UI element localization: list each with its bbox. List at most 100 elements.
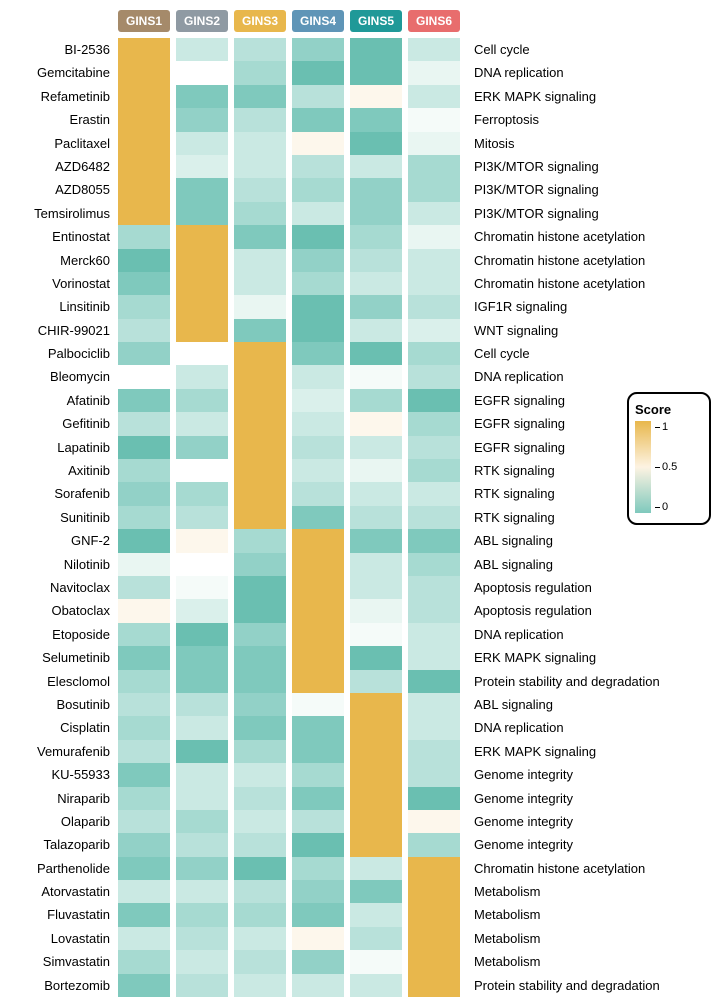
- heatmap-cell: [350, 787, 402, 810]
- heatmap-cell: [408, 85, 460, 108]
- pathway-label: Mitosis: [470, 132, 660, 155]
- heatmap-cell: [118, 857, 170, 880]
- heatmap-cell: [234, 132, 286, 155]
- pathway-label: Chromatin histone acetylation: [470, 857, 660, 880]
- heatmap-cell: [176, 38, 228, 61]
- heatmap-cell: [350, 482, 402, 505]
- heatmap-cell: [176, 459, 228, 482]
- heatmap-cell: [234, 646, 286, 669]
- drug-label: GNF-2: [0, 529, 114, 552]
- heatmap-cell: [234, 506, 286, 529]
- heatmap-cell: [292, 412, 344, 435]
- pathway-label: Chromatin histone acetylation: [470, 249, 660, 272]
- drug-label: Refametinib: [0, 85, 114, 108]
- pathway-label: Apoptosis regulation: [470, 599, 660, 622]
- heatmap-cell: [234, 693, 286, 716]
- pathway-label: Genome integrity: [470, 787, 660, 810]
- drug-label: Sorafenib: [0, 482, 114, 505]
- heatmap-cell: [176, 974, 228, 997]
- drug-label: Navitoclax: [0, 576, 114, 599]
- heatmap-cell: [176, 529, 228, 552]
- heatmap-cell: [292, 132, 344, 155]
- heatmap-cell: [292, 553, 344, 576]
- heatmap-cell: [408, 295, 460, 318]
- pathway-label: Metabolism: [470, 903, 660, 926]
- heatmap-cell: [292, 506, 344, 529]
- heatmap-cell: [234, 38, 286, 61]
- pathway-label: DNA replication: [470, 716, 660, 739]
- heatmap-cell: [408, 576, 460, 599]
- heatmap-cell: [118, 880, 170, 903]
- drug-label: Merck60: [0, 249, 114, 272]
- heatmap-cell: [118, 950, 170, 973]
- heatmap-cell: [118, 833, 170, 856]
- heatmap-cell: [350, 178, 402, 201]
- column-header: GINS4: [292, 10, 344, 32]
- heatmap-cell: [118, 272, 170, 295]
- drug-label: Niraparib: [0, 787, 114, 810]
- heatmap-cell: [176, 365, 228, 388]
- heatmap-cell: [176, 599, 228, 622]
- heatmap-cell: [292, 155, 344, 178]
- heatmap-cell: [234, 974, 286, 997]
- heatmap-cell: [234, 459, 286, 482]
- heatmap-cell: [176, 155, 228, 178]
- drug-label: Bleomycin: [0, 365, 114, 388]
- heatmap-cell: [176, 693, 228, 716]
- heatmap-cell: [234, 319, 286, 342]
- heatmap-cell: [118, 61, 170, 84]
- heatmap-cell: [350, 85, 402, 108]
- heatmap-grid: [118, 38, 466, 997]
- pathway-label: ERK MAPK signaling: [470, 740, 660, 763]
- heatmap-cell: [234, 178, 286, 201]
- heatmap-cell: [176, 436, 228, 459]
- drug-label: Sunitinib: [0, 506, 114, 529]
- drug-label: Lapatinib: [0, 436, 114, 459]
- heatmap-cell: [176, 623, 228, 646]
- heatmap-cell: [408, 857, 460, 880]
- heatmap-cell: [234, 108, 286, 131]
- heatmap-cell: [408, 272, 460, 295]
- heatmap-cell: [176, 576, 228, 599]
- heatmap-cell: [176, 249, 228, 272]
- heatmap-cell: [176, 132, 228, 155]
- heatmap-cell: [234, 927, 286, 950]
- heatmap-cell: [408, 202, 460, 225]
- heatmap-cell: [118, 178, 170, 201]
- heatmap-cell: [350, 365, 402, 388]
- heatmap-cell: [350, 132, 402, 155]
- heatmap-cell: [118, 249, 170, 272]
- heatmap-cell: [292, 974, 344, 997]
- heatmap-cell: [234, 880, 286, 903]
- heatmap-cell: [408, 646, 460, 669]
- heatmap-cell: [408, 436, 460, 459]
- heatmap-cell: [292, 529, 344, 552]
- heatmap-cell: [176, 295, 228, 318]
- heatmap-cell: [234, 202, 286, 225]
- drug-label: Selumetinib: [0, 646, 114, 669]
- heatmap-cell: [176, 389, 228, 412]
- heatmap-cell: [292, 178, 344, 201]
- legend-title: Score: [635, 402, 703, 417]
- pathway-label: Protein stability and degradation: [470, 670, 660, 693]
- legend-gradient-bar: [635, 421, 651, 513]
- drug-label: Axitinib: [0, 459, 114, 482]
- pathway-label: Chromatin histone acetylation: [470, 272, 660, 295]
- heatmap-cell: [176, 880, 228, 903]
- heatmap-cell: [350, 529, 402, 552]
- heatmap-cell: [350, 61, 402, 84]
- drug-label: Atorvastatin: [0, 880, 114, 903]
- heatmap-cell: [292, 61, 344, 84]
- heatmap-cell: [176, 61, 228, 84]
- heatmap-cell: [350, 576, 402, 599]
- heatmap-cell: [292, 646, 344, 669]
- heatmap-cell: [292, 389, 344, 412]
- heatmap-cell: [234, 670, 286, 693]
- heatmap-cell: [176, 85, 228, 108]
- heatmap-cell: [408, 974, 460, 997]
- heatmap-cell: [118, 482, 170, 505]
- heatmap-cell: [118, 506, 170, 529]
- heatmap-cell: [350, 927, 402, 950]
- heatmap-cell: [408, 389, 460, 412]
- heatmap-cell: [234, 787, 286, 810]
